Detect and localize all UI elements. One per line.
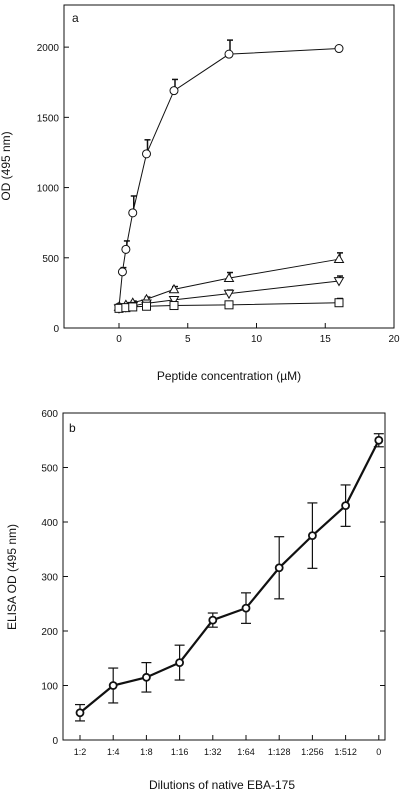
data-point-a-triangle-up <box>168 283 180 294</box>
y-tick-label-b: 100 <box>41 682 58 693</box>
data-point-b <box>141 672 151 682</box>
series-group-a <box>113 39 345 314</box>
data-point-b <box>208 615 218 625</box>
x-tick-label-b: 1:256 <box>301 747 324 757</box>
data-point-a-circle <box>224 49 234 59</box>
x-tick-label-a: 10 <box>251 334 263 345</box>
data-point-a-triangle-up <box>333 253 345 264</box>
data-point-a-circle <box>117 267 127 277</box>
series-line-b <box>79 439 380 714</box>
y-tick-label-b: 300 <box>41 573 58 584</box>
data-point-b <box>374 435 384 445</box>
x-axis-label-b: Dilutions of native EBA-175 <box>149 778 295 792</box>
x-tick-label-b: 1:512 <box>334 747 357 757</box>
panel-label-a: a <box>72 11 79 25</box>
y-tick-label-a: 1000 <box>37 184 60 195</box>
data-point-a-square <box>334 298 344 308</box>
x-tick-label-a: 5 <box>185 334 191 345</box>
data-point-a-circle <box>128 208 138 218</box>
y-tick-label-b: 600 <box>41 409 58 420</box>
x-tick-label-a: 15 <box>320 334 332 345</box>
data-point-a-triangle-down <box>223 289 235 300</box>
y-axis-ticks-a: 0 500 1000 1500 2000 <box>37 43 69 335</box>
y-axis-label-a: OD (495 nm) <box>0 131 13 200</box>
x-tick-label-a: 20 <box>388 334 400 345</box>
series-a-circle <box>114 39 344 312</box>
x-tick-label-b: 1:4 <box>107 747 120 757</box>
y-axis-ticks-b: 0 100 200 300 400 500 600 <box>41 409 385 747</box>
x-axis-ticks-b: 1:2 1:4 1:8 1:16 1:32 1:64 1:128 1:256 1:512 0 <box>74 735 381 757</box>
y-tick-label-b: 0 <box>52 736 58 747</box>
data-point-a-square <box>224 300 234 310</box>
data-point-a-square <box>142 301 151 311</box>
plot-frame-a <box>63 4 395 329</box>
data-point-a-triangle-down <box>168 296 180 306</box>
y-axis-label-b: ELISA OD (495 nm) <box>5 524 19 630</box>
data-point-b <box>175 658 185 668</box>
data-point-b <box>108 681 118 690</box>
y-tick-label-b: 400 <box>41 518 58 529</box>
data-point-a-circle <box>142 149 151 159</box>
data-point-b <box>307 531 317 541</box>
data-point-a-triangle-up <box>223 272 235 283</box>
x-tick-label-a: 0 <box>116 334 122 345</box>
y-tick-label-a: 0 <box>53 324 59 335</box>
x-tick-label-b: 1:64 <box>237 747 255 757</box>
data-point-b <box>75 708 85 718</box>
series-group-b <box>75 433 384 722</box>
y-tick-label-b: 500 <box>41 464 58 475</box>
data-point-a-circle <box>169 86 179 96</box>
x-tick-label-b: 1:128 <box>268 747 291 757</box>
data-point-a-triangle-down <box>333 277 345 287</box>
data-point-a-circle <box>334 44 344 54</box>
data-point-b <box>341 501 351 511</box>
data-point-a-square <box>169 301 179 311</box>
x-axis-ticks-a: 0 5 10 15 20 <box>116 323 400 345</box>
x-tick-label-b: 1:2 <box>74 747 87 757</box>
series-line-a-circle <box>118 48 340 307</box>
x-tick-label-b: 1:16 <box>171 747 189 757</box>
y-tick-label-b: 200 <box>41 627 58 638</box>
x-axis-label-a: Peptide concentration (µM) <box>157 369 301 383</box>
plot-frame-b <box>62 412 386 741</box>
data-point-b <box>274 563 284 573</box>
series-a-square <box>114 297 344 313</box>
data-point-a-square <box>128 302 138 312</box>
x-tick-label-b: 1:32 <box>204 747 222 757</box>
data-point-b <box>241 603 251 613</box>
panel-label-b: b <box>69 421 76 435</box>
series-line-a-triangle-up <box>118 258 340 308</box>
x-tick-label-b: 1:8 <box>140 747 153 757</box>
x-tick-label-b: 0 <box>376 747 381 757</box>
y-tick-label-a: 2000 <box>37 43 60 54</box>
y-tick-label-a: 1500 <box>37 113 60 124</box>
data-point-a-circle <box>121 244 131 254</box>
series-b <box>75 433 384 722</box>
y-tick-label-a: 500 <box>42 254 59 265</box>
